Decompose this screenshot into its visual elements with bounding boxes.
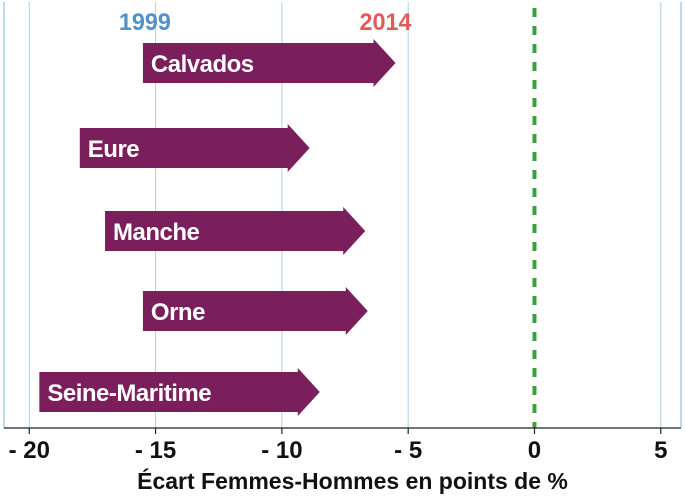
arrow-seine-maritime — [39, 368, 320, 416]
category-label: Manche — [113, 219, 200, 246]
arrow-series: Calvados Eure Manche Orne Seine-Maritime — [39, 39, 396, 416]
category-label: Calvados — [151, 51, 254, 78]
category-label: Seine-Maritime — [47, 380, 211, 407]
x-axis-label: Écart Femmes-Hommes en points de % — [137, 467, 568, 494]
legend-start-year: 1999 — [119, 9, 171, 36]
x-tick-label: 0 — [528, 437, 541, 464]
x-tick-label: - 10 — [261, 437, 302, 464]
arrow-calvados — [142, 39, 396, 87]
category-label: Orne — [151, 299, 205, 326]
legend-end-year: 2014 — [360, 9, 413, 36]
x-tick-label: - 20 — [9, 437, 50, 464]
arrow-orne — [142, 287, 368, 335]
x-axis-ticks: - 20 - 15 - 10 - 5 0 5 — [9, 428, 667, 464]
x-tick-label: - 15 — [135, 437, 176, 464]
x-tick-label: 5 — [654, 437, 667, 464]
arrow-eure — [79, 124, 310, 172]
x-tick-label: - 5 — [394, 437, 422, 464]
category-label: Eure — [88, 136, 140, 163]
arrow-manche — [105, 207, 366, 255]
